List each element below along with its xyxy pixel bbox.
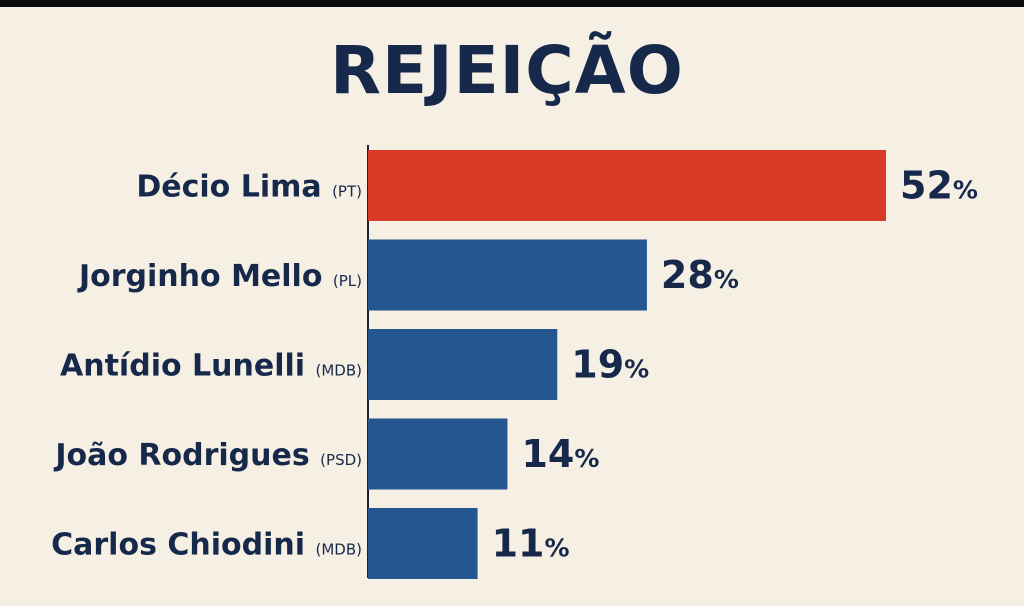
party-label: (MDB) (316, 541, 363, 559)
bar-4 (368, 508, 478, 579)
chart-title: REJEIÇÃO (330, 32, 684, 109)
category-label: João Rodrigues (PSD) (53, 438, 362, 473)
category-label: Carlos Chiodini (MDB) (51, 528, 362, 563)
bar-2 (368, 329, 558, 400)
candidate-name: Carlos Chiodini (51, 528, 315, 563)
candidate-name: Jorginho Mello (77, 259, 333, 294)
party-label: (PSD) (320, 451, 362, 469)
bars-group: Décio Lima (PT) 52% Jorginho Mello (PL) 28%… (51, 150, 978, 579)
value-label: 19% (571, 343, 649, 387)
candidate-name: Antídio Lunelli (60, 349, 315, 384)
bar-3 (368, 418, 508, 490)
top-border (0, 0, 1024, 7)
bottom-edge (0, 596, 1024, 606)
value-label: 14% (521, 432, 599, 476)
category-label: Jorginho Mello (PL) (77, 259, 362, 294)
party-label: (PT) (332, 183, 362, 201)
candidate-name: Décio Lima (136, 170, 332, 205)
party-label: (PL) (333, 272, 362, 290)
candidate-name: João Rodrigues (53, 438, 320, 473)
category-label: Décio Lima (PT) (136, 170, 362, 205)
value-label: 52% (900, 164, 978, 208)
bar-0 (368, 150, 886, 221)
value-label: 11% (492, 522, 570, 566)
party-label: (MDB) (316, 362, 363, 380)
category-label: Antídio Lunelli (MDB) (60, 349, 362, 384)
bar-1 (368, 239, 647, 311)
value-label: 28% (661, 253, 739, 297)
